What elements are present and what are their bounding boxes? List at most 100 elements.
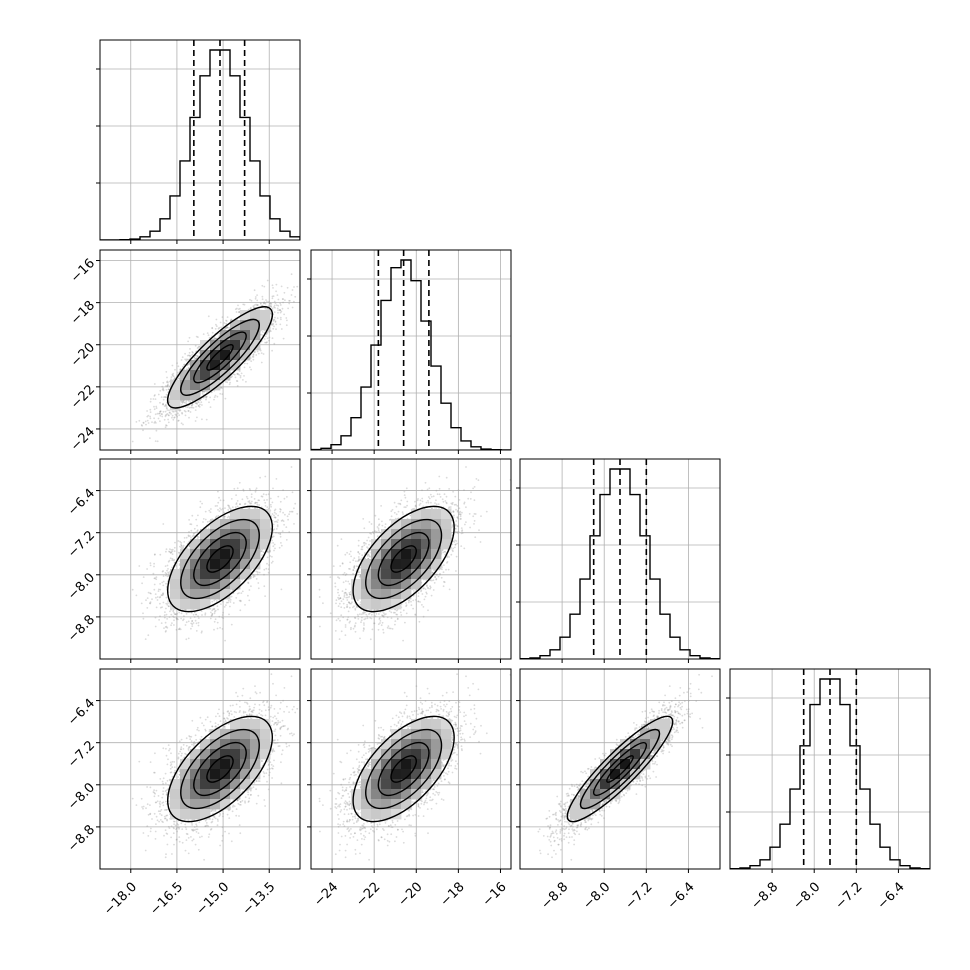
- sample-point: [147, 422, 150, 424]
- sample-point: [271, 284, 274, 287]
- sample-point: [196, 355, 199, 357]
- sample-point: [201, 390, 204, 393]
- sample-point: [160, 622, 163, 624]
- sample-point: [166, 381, 168, 384]
- sample-point: [221, 614, 224, 616]
- sample-point: [237, 308, 240, 310]
- density-cell: [230, 320, 241, 331]
- sample-point: [171, 416, 173, 419]
- sample-point: [156, 440, 159, 443]
- sample-point: [162, 403, 164, 406]
- density-cell: [170, 390, 181, 401]
- sample-point: [172, 610, 175, 613]
- density-cell: [200, 380, 211, 391]
- contour-1: [193, 331, 247, 384]
- sample-point: [202, 390, 204, 392]
- sample-point: [242, 303, 245, 306]
- sample-point: [195, 402, 198, 405]
- sample-point: [192, 351, 194, 354]
- sample-point: [161, 415, 164, 418]
- sample-point: [274, 316, 276, 319]
- sample-point: [180, 546, 183, 549]
- sample-point: [184, 410, 187, 413]
- sample-point: [194, 420, 197, 422]
- sample-point: [218, 326, 221, 329]
- sample-point: [273, 311, 276, 313]
- panel-0-0: [96, 39, 301, 244]
- sample-point: [256, 304, 258, 307]
- sample-point: [249, 307, 252, 310]
- sample-point: [237, 311, 240, 314]
- sample-point: [257, 304, 259, 306]
- sample-point: [182, 544, 185, 547]
- sample-point: [156, 412, 159, 415]
- sample-point: [154, 440, 157, 442]
- sample-point: [140, 424, 143, 426]
- sample-point: [194, 357, 197, 360]
- sample-point: [239, 307, 241, 310]
- sample-point: [179, 628, 182, 631]
- sample-point: [282, 337, 285, 340]
- sample-point: [261, 331, 264, 333]
- sample-point: [164, 572, 167, 574]
- sample-point: [249, 489, 252, 492]
- density-cell: [240, 350, 251, 361]
- sample-point: [173, 616, 175, 619]
- sample-point: [210, 391, 213, 394]
- sample-point: [197, 336, 199, 338]
- sample-point: [224, 328, 226, 331]
- sample-point: [271, 324, 273, 326]
- sample-point: [277, 495, 280, 498]
- sample-point: [197, 401, 199, 403]
- sample-point: [164, 396, 166, 398]
- sample-point: [244, 502, 247, 505]
- density-cell: [240, 330, 251, 341]
- sample-point: [238, 311, 241, 314]
- sample-point: [234, 376, 237, 379]
- sample-point: [157, 393, 160, 396]
- sample-point: [272, 327, 275, 330]
- sample-point: [279, 532, 281, 535]
- sample-point: [198, 406, 201, 408]
- sample-point: [189, 400, 192, 403]
- sample-point: [165, 407, 168, 409]
- sample-point: [270, 515, 273, 517]
- sample-point: [248, 589, 251, 591]
- sample-point: [185, 368, 188, 371]
- sample-point: [268, 339, 270, 342]
- sample-point: [186, 358, 189, 361]
- sample-point: [251, 355, 254, 358]
- sample-point: [225, 327, 228, 329]
- sample-point: [265, 333, 268, 335]
- sample-point: [211, 609, 214, 612]
- sample-point: [271, 295, 274, 298]
- sample-point: [224, 639, 226, 642]
- sample-point: [164, 404, 167, 407]
- sample-point: [287, 307, 289, 310]
- sample-point: [273, 509, 276, 512]
- sample-point: [280, 318, 282, 321]
- sample-point: [218, 334, 221, 337]
- sample-point: [157, 417, 160, 420]
- sample-point: [282, 298, 284, 300]
- sample-point: [211, 613, 214, 615]
- sample-point: [172, 372, 175, 375]
- sample-point: [161, 385, 164, 388]
- sample-point: [187, 410, 190, 412]
- sample-point: [275, 283, 278, 286]
- sample-point: [279, 510, 282, 513]
- sample-point: [216, 505, 218, 507]
- sample-point: [230, 376, 233, 379]
- sample-point: [164, 565, 167, 567]
- sample-point: [233, 373, 236, 376]
- sample-point: [165, 572, 168, 575]
- sample-point: [216, 627, 219, 630]
- sample-point: [154, 420, 156, 423]
- sample-point: [173, 378, 176, 381]
- sample-point: [277, 304, 280, 307]
- sample-point: [188, 531, 190, 533]
- sample-point: [249, 366, 251, 369]
- sample-point: [213, 607, 216, 610]
- sample-point: [171, 414, 174, 417]
- sample-point: [174, 376, 176, 379]
